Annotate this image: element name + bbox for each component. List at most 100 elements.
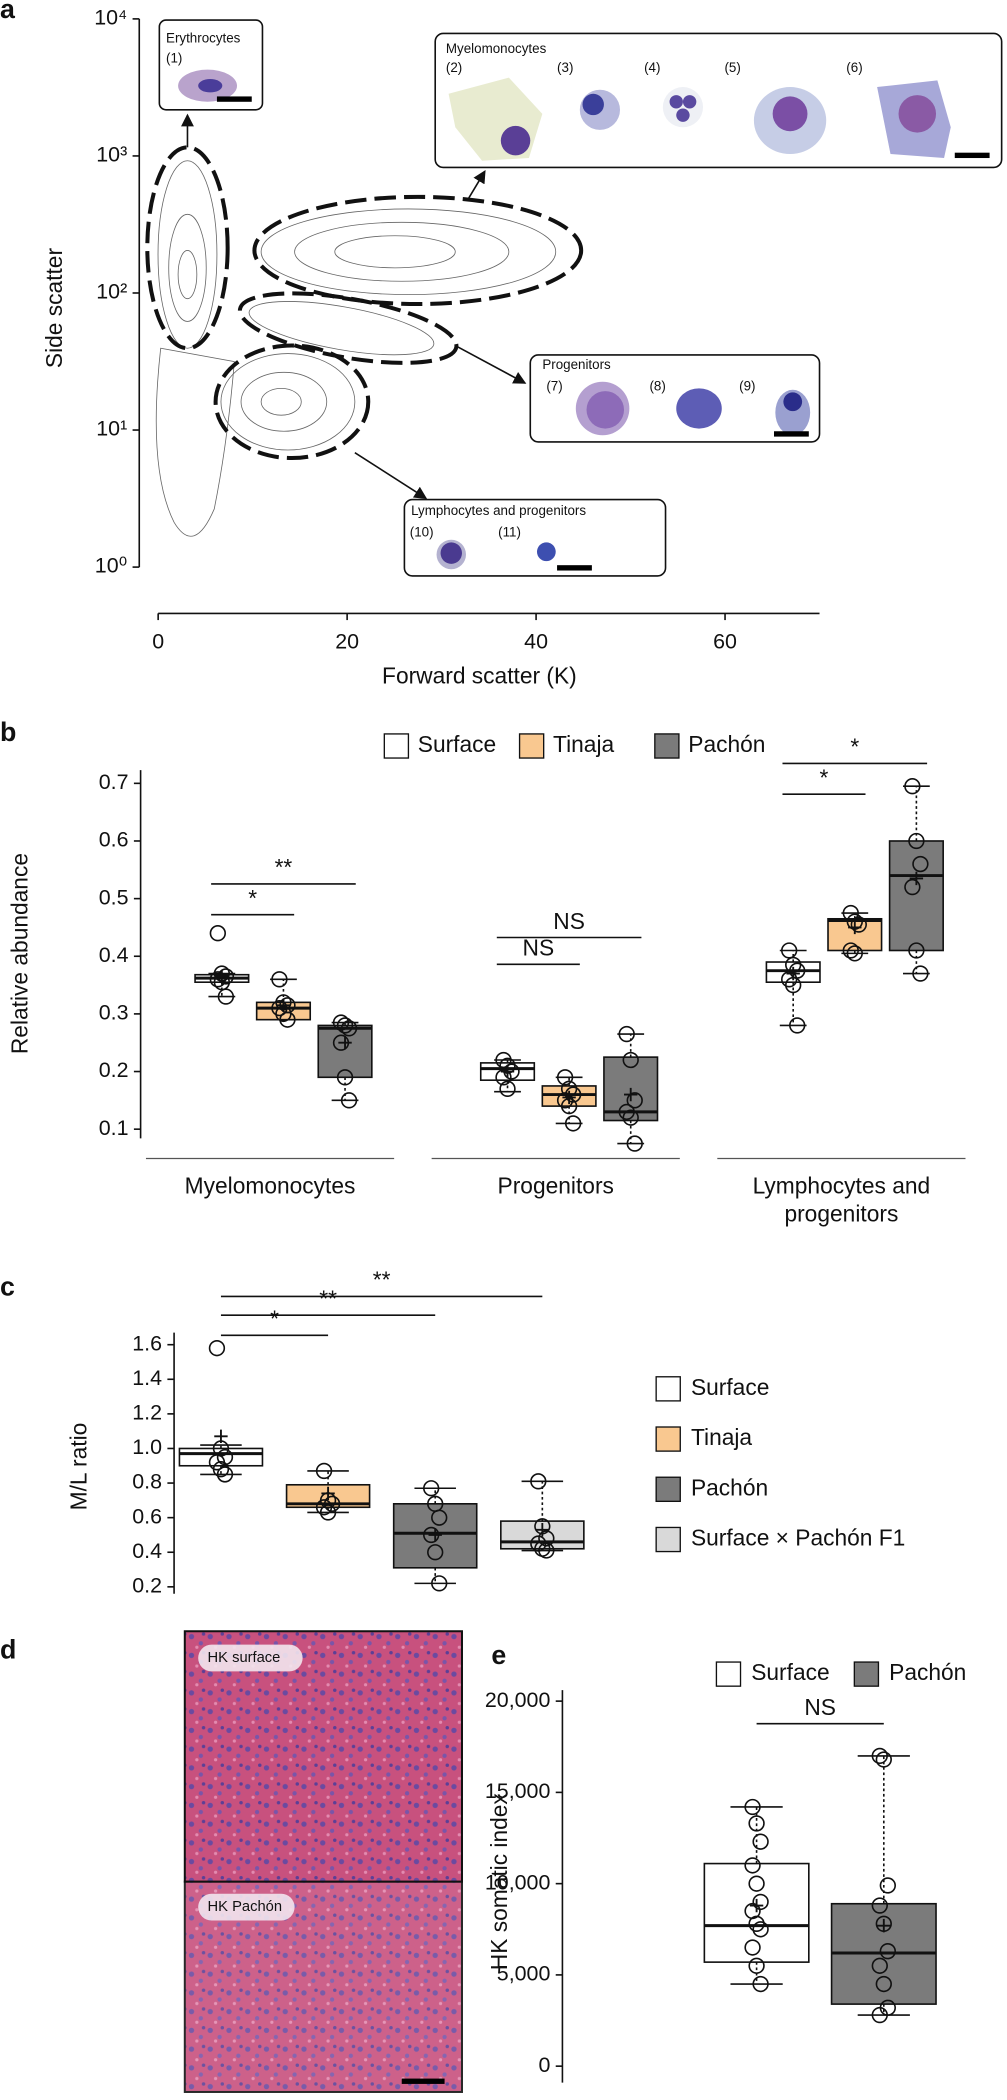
mean-marker: [562, 1090, 576, 1105]
x-category-label: Myelomonocytes: [184, 1173, 356, 1199]
data-point: [209, 925, 226, 942]
mean-marker: [786, 966, 800, 981]
data-point: [744, 1939, 761, 1956]
data-point: [279, 1011, 296, 1028]
x-category-label: Progenitors: [497, 1173, 614, 1199]
y-tick-label: 10⁴: [94, 6, 127, 30]
legend-label: Tinaja: [691, 1424, 752, 1450]
mean-marker: [535, 1523, 550, 1537]
data-point: [879, 1877, 896, 1894]
category-label-box: Myelomonocytes: [184, 1173, 356, 1199]
data-point: [209, 971, 226, 988]
legend-label: Pachón: [688, 731, 765, 757]
legend-swatch: [655, 1426, 681, 1452]
significance-label: *: [270, 1306, 279, 1332]
data-point: [871, 1747, 888, 1765]
cell-number: (6): [846, 60, 862, 75]
y-tick-label: 1.4: [132, 1366, 162, 1390]
y-tick-label: 1.6: [132, 1331, 162, 1355]
data-point: [315, 1499, 333, 1516]
data-point: [752, 1833, 769, 1850]
panel-letter: a: [0, 0, 16, 24]
legend-swatch: [655, 1376, 681, 1402]
mean-marker: [848, 920, 862, 935]
significance-label: NS: [804, 1694, 836, 1720]
significance-label: NS: [523, 935, 555, 961]
data-point: [875, 1751, 892, 1768]
y-tick-label: 0.5: [99, 885, 129, 909]
gates: [145, 145, 584, 461]
data-point: [748, 1915, 765, 1932]
data-point: [879, 1943, 896, 1960]
data-point: [618, 1025, 635, 1043]
box: [888, 840, 944, 952]
data-point: [904, 878, 921, 896]
density-contours: [155, 160, 557, 537]
y-tick-label: 10²: [96, 280, 127, 304]
cell-number: (10): [410, 525, 434, 540]
data-point: [564, 1115, 582, 1132]
y-tick-label: 0.2: [132, 1573, 162, 1597]
data-point: [626, 1135, 643, 1152]
y-tick-label: 0.6: [132, 1504, 162, 1528]
data-point: [216, 1466, 234, 1483]
data-point: [622, 1109, 639, 1126]
data-point: [538, 1530, 555, 1547]
y-tick-label: 0.4: [132, 1539, 162, 1563]
cell-number: (4): [644, 60, 660, 75]
significance-label: **: [319, 1285, 337, 1311]
data-point: [744, 1857, 761, 1874]
data-point: [871, 1957, 888, 1974]
panel-letter: e: [491, 1640, 506, 1670]
data-point: [752, 1893, 769, 1911]
inset-title: Myelomonocytes: [446, 41, 547, 56]
cell-number: (3): [557, 60, 573, 75]
data-point: [564, 1086, 582, 1103]
legend-label: Surface: [691, 1374, 769, 1400]
cell-number: (5): [724, 60, 740, 75]
cell-number: (8): [649, 379, 665, 394]
mean-marker: [321, 1486, 335, 1501]
mean-marker: [500, 1064, 515, 1079]
cell-number: (9): [739, 379, 755, 394]
mean-marker: [909, 871, 924, 886]
y-tick-label: 0: [538, 2053, 550, 2077]
y-tick-label: 1.0: [132, 1435, 162, 1459]
legend-swatch: [655, 1476, 681, 1503]
data-point: [319, 1504, 337, 1521]
data-point: [875, 1975, 892, 1993]
data-point: [842, 942, 859, 959]
x-category-label: Lymphocytes and progenitors: [752, 1173, 931, 1227]
legend-label: Pachón: [691, 1474, 768, 1500]
legend-label: Surface: [418, 731, 496, 757]
y-tick-label: 0.3: [99, 1001, 129, 1025]
data-point: [216, 1448, 234, 1466]
data-point: [748, 1815, 765, 1832]
data-point: [340, 1092, 358, 1109]
cell-number: (2): [446, 60, 462, 75]
significance-label: **: [275, 854, 293, 880]
y-axis-title: M/L ratio: [65, 1423, 91, 1511]
data-point: [556, 1069, 574, 1086]
mean-marker: [749, 1898, 764, 1913]
data-point: [336, 1069, 354, 1086]
y-tick-label: 0.8: [132, 1470, 162, 1494]
legend-swatch: [654, 733, 680, 759]
mean-marker: [215, 969, 229, 984]
data-point: [871, 1897, 888, 1914]
data-point: [846, 945, 863, 962]
x-tick-label: 20: [335, 630, 359, 654]
y-tick-label: 0.6: [99, 828, 129, 852]
data-point: [332, 1014, 350, 1031]
significance-label: *: [850, 734, 859, 760]
data-point: [622, 1051, 639, 1069]
cell-number: (11): [498, 525, 521, 540]
legend-swatch: [715, 1661, 742, 1687]
y-tick-label: 5,000: [497, 1962, 551, 1986]
data-point: [912, 965, 929, 982]
data-point: [626, 1092, 643, 1109]
data-point: [871, 2006, 888, 2024]
legend-swatch: [383, 733, 410, 759]
data-point: [752, 1921, 769, 1938]
data-point: [752, 1975, 769, 1993]
